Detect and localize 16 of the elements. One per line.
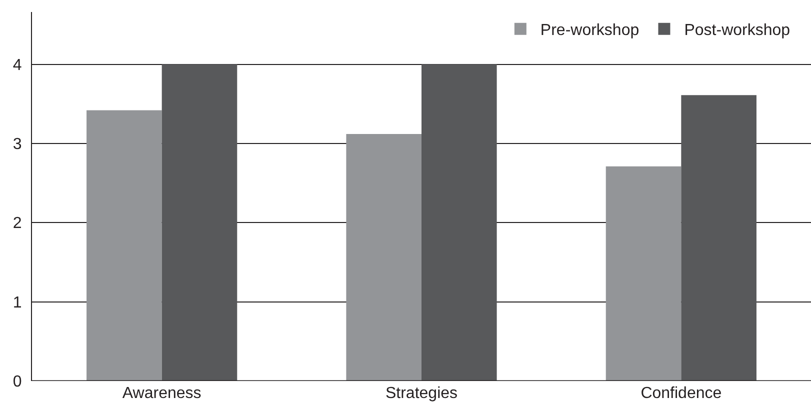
bar (422, 64, 497, 381)
legend-label: Post-workshop (684, 22, 790, 40)
bar (86, 110, 162, 381)
y-tick-label: 1 (12, 294, 22, 312)
x-tick-label: Confidence (640, 385, 722, 402)
bar (681, 95, 756, 381)
bar (346, 134, 422, 381)
x-tick-label: Awareness (122, 385, 202, 402)
y-tick-label: 3 (12, 136, 22, 154)
y-tick-label: 4 (12, 56, 22, 74)
y-tick-label: 0 (12, 374, 22, 391)
x-tick-label: Strategies (385, 385, 458, 402)
legend-label: Pre-workshop (540, 22, 640, 40)
bar (606, 166, 682, 381)
bar (162, 64, 238, 381)
y-tick-label: 2 (12, 215, 22, 232)
